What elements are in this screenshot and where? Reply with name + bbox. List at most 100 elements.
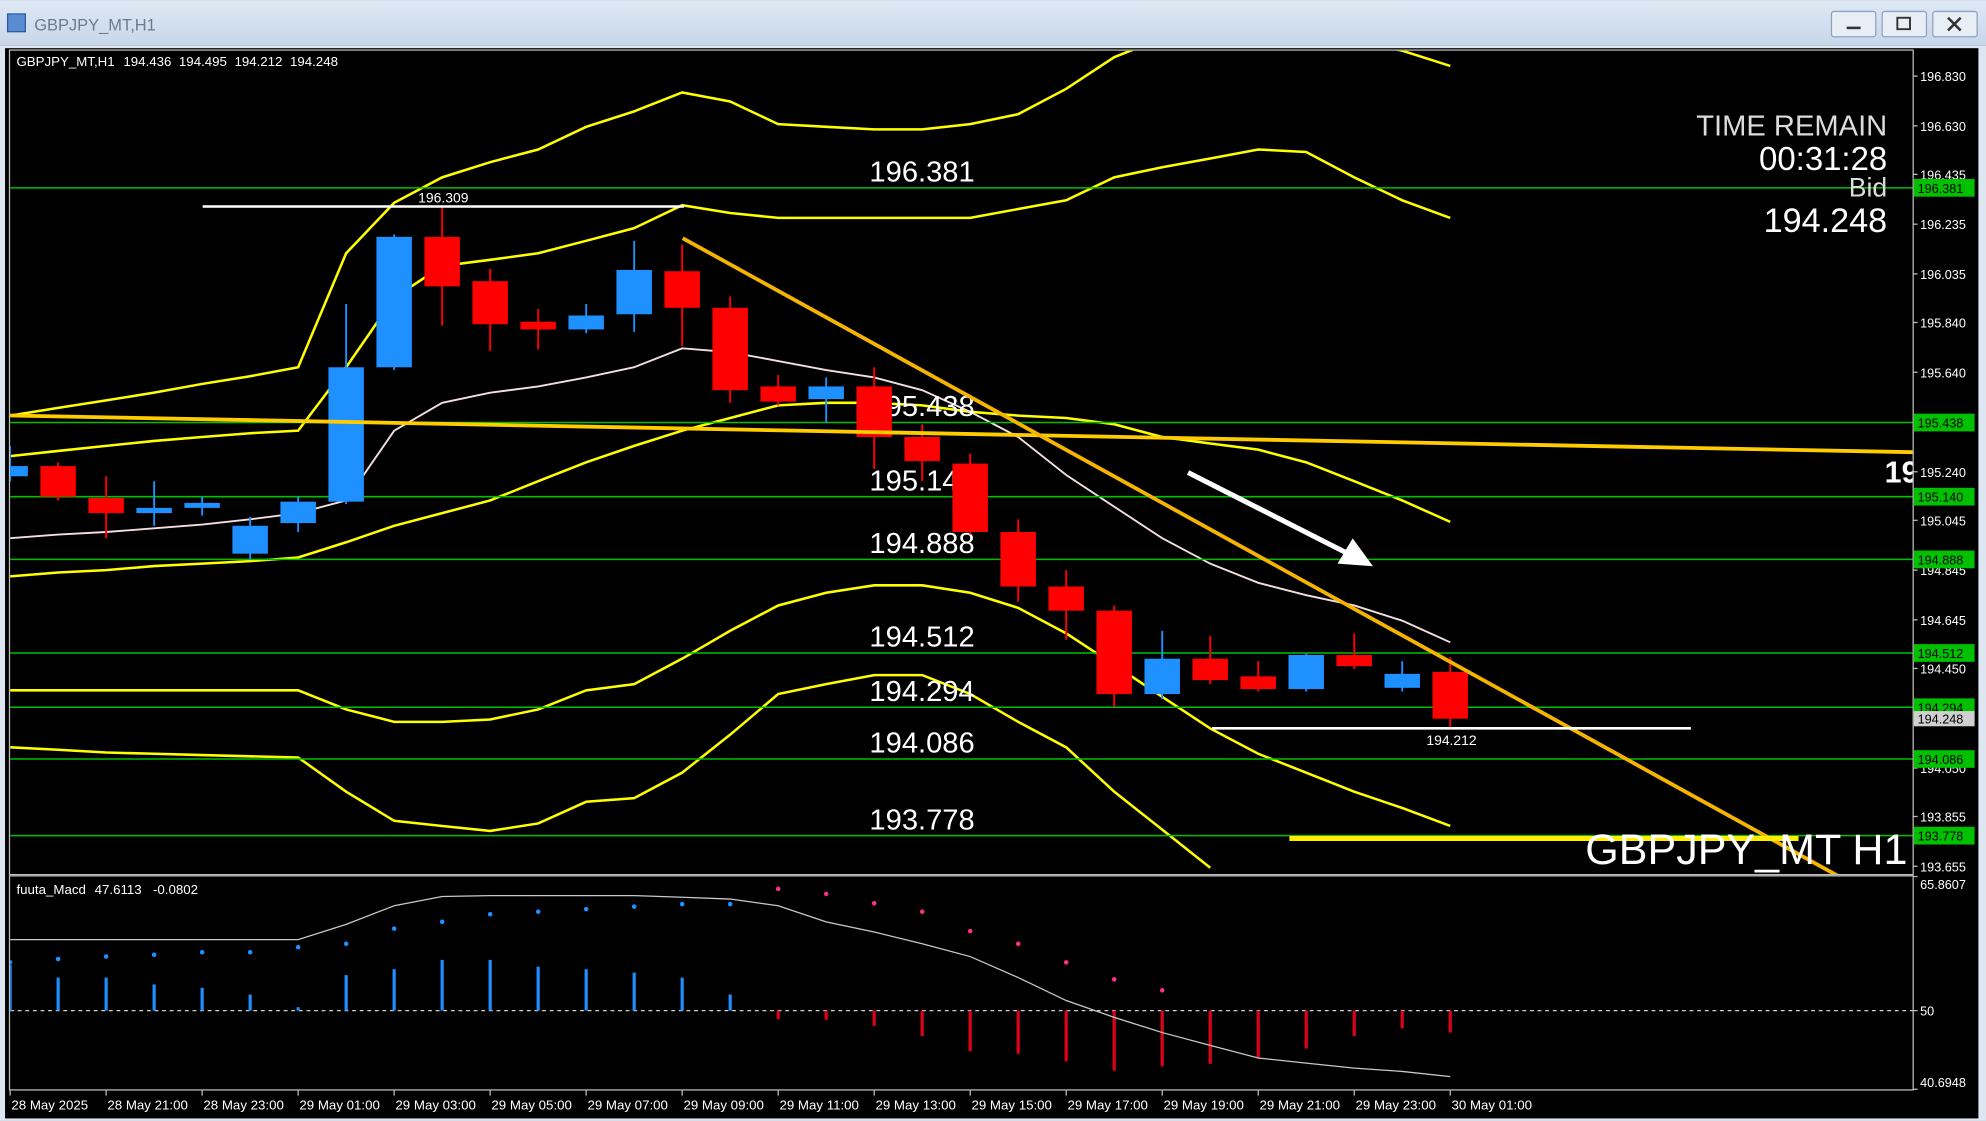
level-axis-label: 196.381: [1918, 182, 1964, 196]
macd-signal-dot: [1159, 988, 1165, 993]
level-axis-box: [1913, 413, 1975, 432]
arrow-shaft: [1186, 470, 1352, 558]
y-tick-label: 194.645: [1920, 614, 1966, 628]
macd-signal-dot: [919, 909, 925, 914]
time-remain-label: TIME REMAIN: [1696, 111, 1887, 143]
drawing-objects: [10, 205, 1913, 874]
candle-body: [1048, 586, 1084, 611]
x-tick-label: 28 May 21:00: [107, 1098, 187, 1113]
candle-body: [1336, 654, 1372, 667]
macd-signal-dot: [1063, 960, 1069, 965]
x-tick-label: 29 May 23:00: [1355, 1098, 1435, 1113]
candle-body: [472, 281, 508, 325]
chart-background: [5, 48, 1979, 1119]
main-pane: 196.381195.438195.140194.888194.512194.2…: [10, 50, 1913, 869]
macd-signal-dot: [823, 891, 829, 897]
level-label: 193.778: [869, 804, 974, 836]
macd-y-tick-label: 65.8607: [1920, 878, 1966, 892]
macd-y-tick-label: 50: [1920, 1005, 1934, 1019]
level-label: 194.512: [869, 622, 974, 654]
ohlc-low: 194.212: [234, 54, 282, 69]
y-tick-label: 193.855: [1920, 811, 1966, 825]
candle-body: [10, 466, 28, 477]
symbol: GBPJPY_MT,H1: [16, 54, 114, 69]
y-tick-label: 193.655: [1920, 860, 1966, 874]
candle-body: [952, 463, 988, 533]
macd-signal-dot: [391, 926, 397, 931]
macd-signal-dot: [295, 944, 301, 950]
x-tick-label: 28 May 2025: [11, 1098, 88, 1113]
macd-name: fuuta_Macd: [16, 882, 85, 897]
candle-body: [328, 367, 364, 502]
y-tick-label: 196.435: [1920, 168, 1966, 182]
candle-body: [424, 236, 460, 287]
restore-button[interactable]: [1881, 10, 1928, 38]
x-tick-label: 29 May 05:00: [491, 1098, 571, 1113]
candle-body: [760, 386, 796, 402]
level-axis-label: 193.778: [1918, 830, 1964, 844]
macd-signal-dot: [583, 906, 589, 912]
candle-body: [1096, 610, 1132, 695]
minimize-button[interactable]: [1830, 10, 1877, 38]
y-tick-label: 195.240: [1920, 466, 1966, 480]
x-tick-label: 29 May 11:00: [779, 1098, 859, 1113]
app-icon: [6, 13, 26, 33]
x-tick-label: 29 May 21:00: [1259, 1098, 1339, 1113]
low-label: 194.212: [1426, 732, 1477, 748]
ohlc-close: 194.248: [290, 54, 338, 69]
macd-signal-dot: [727, 901, 733, 907]
macd-header: fuuta_Macd 47.6113 -0.0802: [16, 882, 198, 897]
watermark: GBPJPY_MT H1: [1585, 826, 1907, 874]
macd-signal-dot: [151, 952, 157, 958]
candle-body: [136, 507, 172, 514]
overlay-text: 19 GBPJPY_MT H1: [1585, 456, 1912, 874]
y-tick-label: 195.840: [1920, 317, 1966, 331]
indicator-line: [10, 401, 1451, 578]
y-tick-label: 196.630: [1920, 120, 1966, 134]
macd-signal-dot: [10, 960, 13, 965]
x-tick-label: 30 May 01:00: [1452, 1098, 1532, 1113]
candle-body: [1432, 671, 1468, 719]
candle-body: [808, 386, 844, 400]
candle-body: [232, 525, 268, 554]
trend-line: [10, 413, 1913, 455]
trend-line: [681, 236, 1839, 874]
price-axis-label: 194.248: [1918, 713, 1964, 727]
macd-pane: [10, 886, 1913, 1078]
candle-body: [1384, 673, 1420, 688]
macd-signal-dot: [199, 949, 205, 955]
y-tick-label: 196.235: [1920, 218, 1966, 232]
window-title: GBPJPY_MT,H1: [34, 16, 156, 34]
level-axis-box: [1913, 487, 1975, 506]
x-tick-label: 29 May 09:00: [683, 1098, 763, 1113]
x-tick-label: 29 May 15:00: [971, 1098, 1051, 1113]
level-axis-box: [1913, 644, 1975, 662]
x-tick-label: 29 May 17:00: [1067, 1098, 1147, 1113]
symbol-header: GBPJPY_MT,H1 194.436 194.495 194.212 194…: [16, 54, 338, 69]
y-tick-label: 196.830: [1920, 70, 1966, 84]
level-axis-label: 194.512: [1918, 647, 1964, 661]
bid-value: 194.248: [1764, 202, 1888, 240]
y-tick-label: 196.035: [1920, 268, 1966, 282]
time-remain: 00:31:28: [1759, 140, 1887, 177]
level-axis-label: 194.086: [1918, 753, 1964, 767]
y-tick-label: 195.640: [1920, 366, 1966, 380]
axes: 196.830 196.630 196.435 196.235 196.035 195.8…: [9, 70, 1975, 1113]
macd-signal-dot: [247, 949, 253, 955]
x-tick-label: 29 May 03:00: [395, 1098, 475, 1113]
macd-main: 47.6113: [95, 882, 142, 897]
level-axis-box: [1913, 826, 1975, 845]
candle-body: [376, 236, 412, 368]
x-tick-label: 28 May 23:00: [203, 1098, 283, 1113]
macd-signal-dot: [55, 956, 61, 962]
level-label: 194.888: [869, 528, 974, 560]
macd-signal-dot: [439, 919, 445, 925]
indicator-line: [10, 148, 1451, 458]
macd-signal-dot: [487, 911, 493, 917]
candle-body: [616, 269, 652, 315]
x-tick-label: 29 May 07:00: [587, 1098, 667, 1113]
candle-body: [856, 386, 892, 437]
level-axis-box: [1913, 750, 1975, 768]
